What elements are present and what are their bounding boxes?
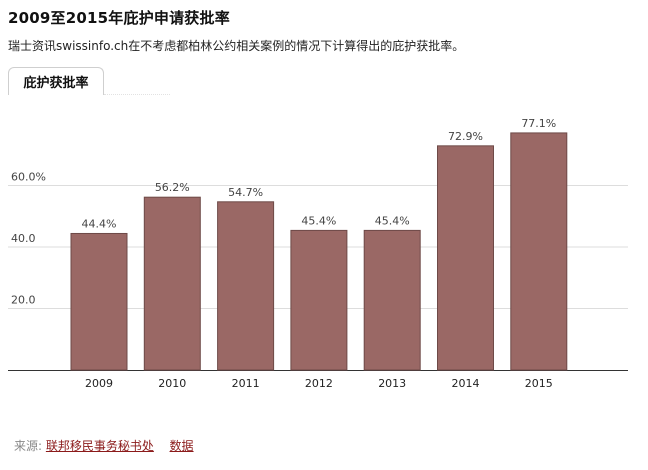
x-tick-label: 2009 — [85, 377, 113, 390]
source-link[interactable]: 联邦移民事务秘书处 — [45, 439, 154, 453]
bar-value-label: 45.4% — [301, 214, 336, 227]
chart-title: 2009至2015年庇护申请获批率 — [8, 9, 230, 27]
bar-value-label: 72.9% — [448, 130, 483, 143]
bar — [510, 132, 568, 371]
bar — [363, 229, 421, 371]
tab-label: 庇护获批率 — [23, 76, 89, 91]
bar — [143, 196, 201, 371]
bar-chart: 20.0 40.0 60.0% 44.4% 2009 56.2% 2010 54.7% 2011… — [8, 117, 628, 390]
x-tick-label: 2015 — [525, 377, 553, 390]
y-tick-label: 20.0 — [11, 294, 36, 307]
bar-value-label: 56.2% — [155, 181, 190, 194]
tab-divider — [104, 94, 170, 95]
x-tick-label: 2010 — [158, 377, 186, 390]
bar — [437, 145, 494, 371]
bar-value-label: 54.7% — [228, 186, 263, 199]
y-tick-label: 60.0% — [11, 171, 46, 184]
bar — [217, 201, 275, 371]
data-link[interactable]: 数据 — [169, 439, 194, 453]
bar-value-label: 44.4% — [82, 217, 117, 230]
bar — [290, 229, 348, 371]
source-label: 来源: — [14, 439, 43, 453]
x-tick-label: 2014 — [452, 377, 480, 390]
x-tick-label: 2013 — [378, 377, 406, 390]
tab-asylum-approval-rate[interactable]: 庇护获批率 — [8, 67, 104, 95]
y-tick-label: 40.0 — [11, 232, 36, 245]
x-tick-label: 2012 — [305, 377, 333, 390]
bar-value-label: 77.1% — [521, 117, 556, 130]
bar — [70, 232, 128, 371]
x-tick-label: 2011 — [232, 377, 260, 390]
chart-subtitle: 瑞士资讯swissinfo.ch在不考虑都柏林公约相关案例的情况下计算得出的庇护… — [8, 39, 465, 53]
bar-value-label: 45.4% — [375, 214, 410, 227]
source-line: 来源: 联邦移民事务秘书处 数据 — [14, 437, 194, 454]
